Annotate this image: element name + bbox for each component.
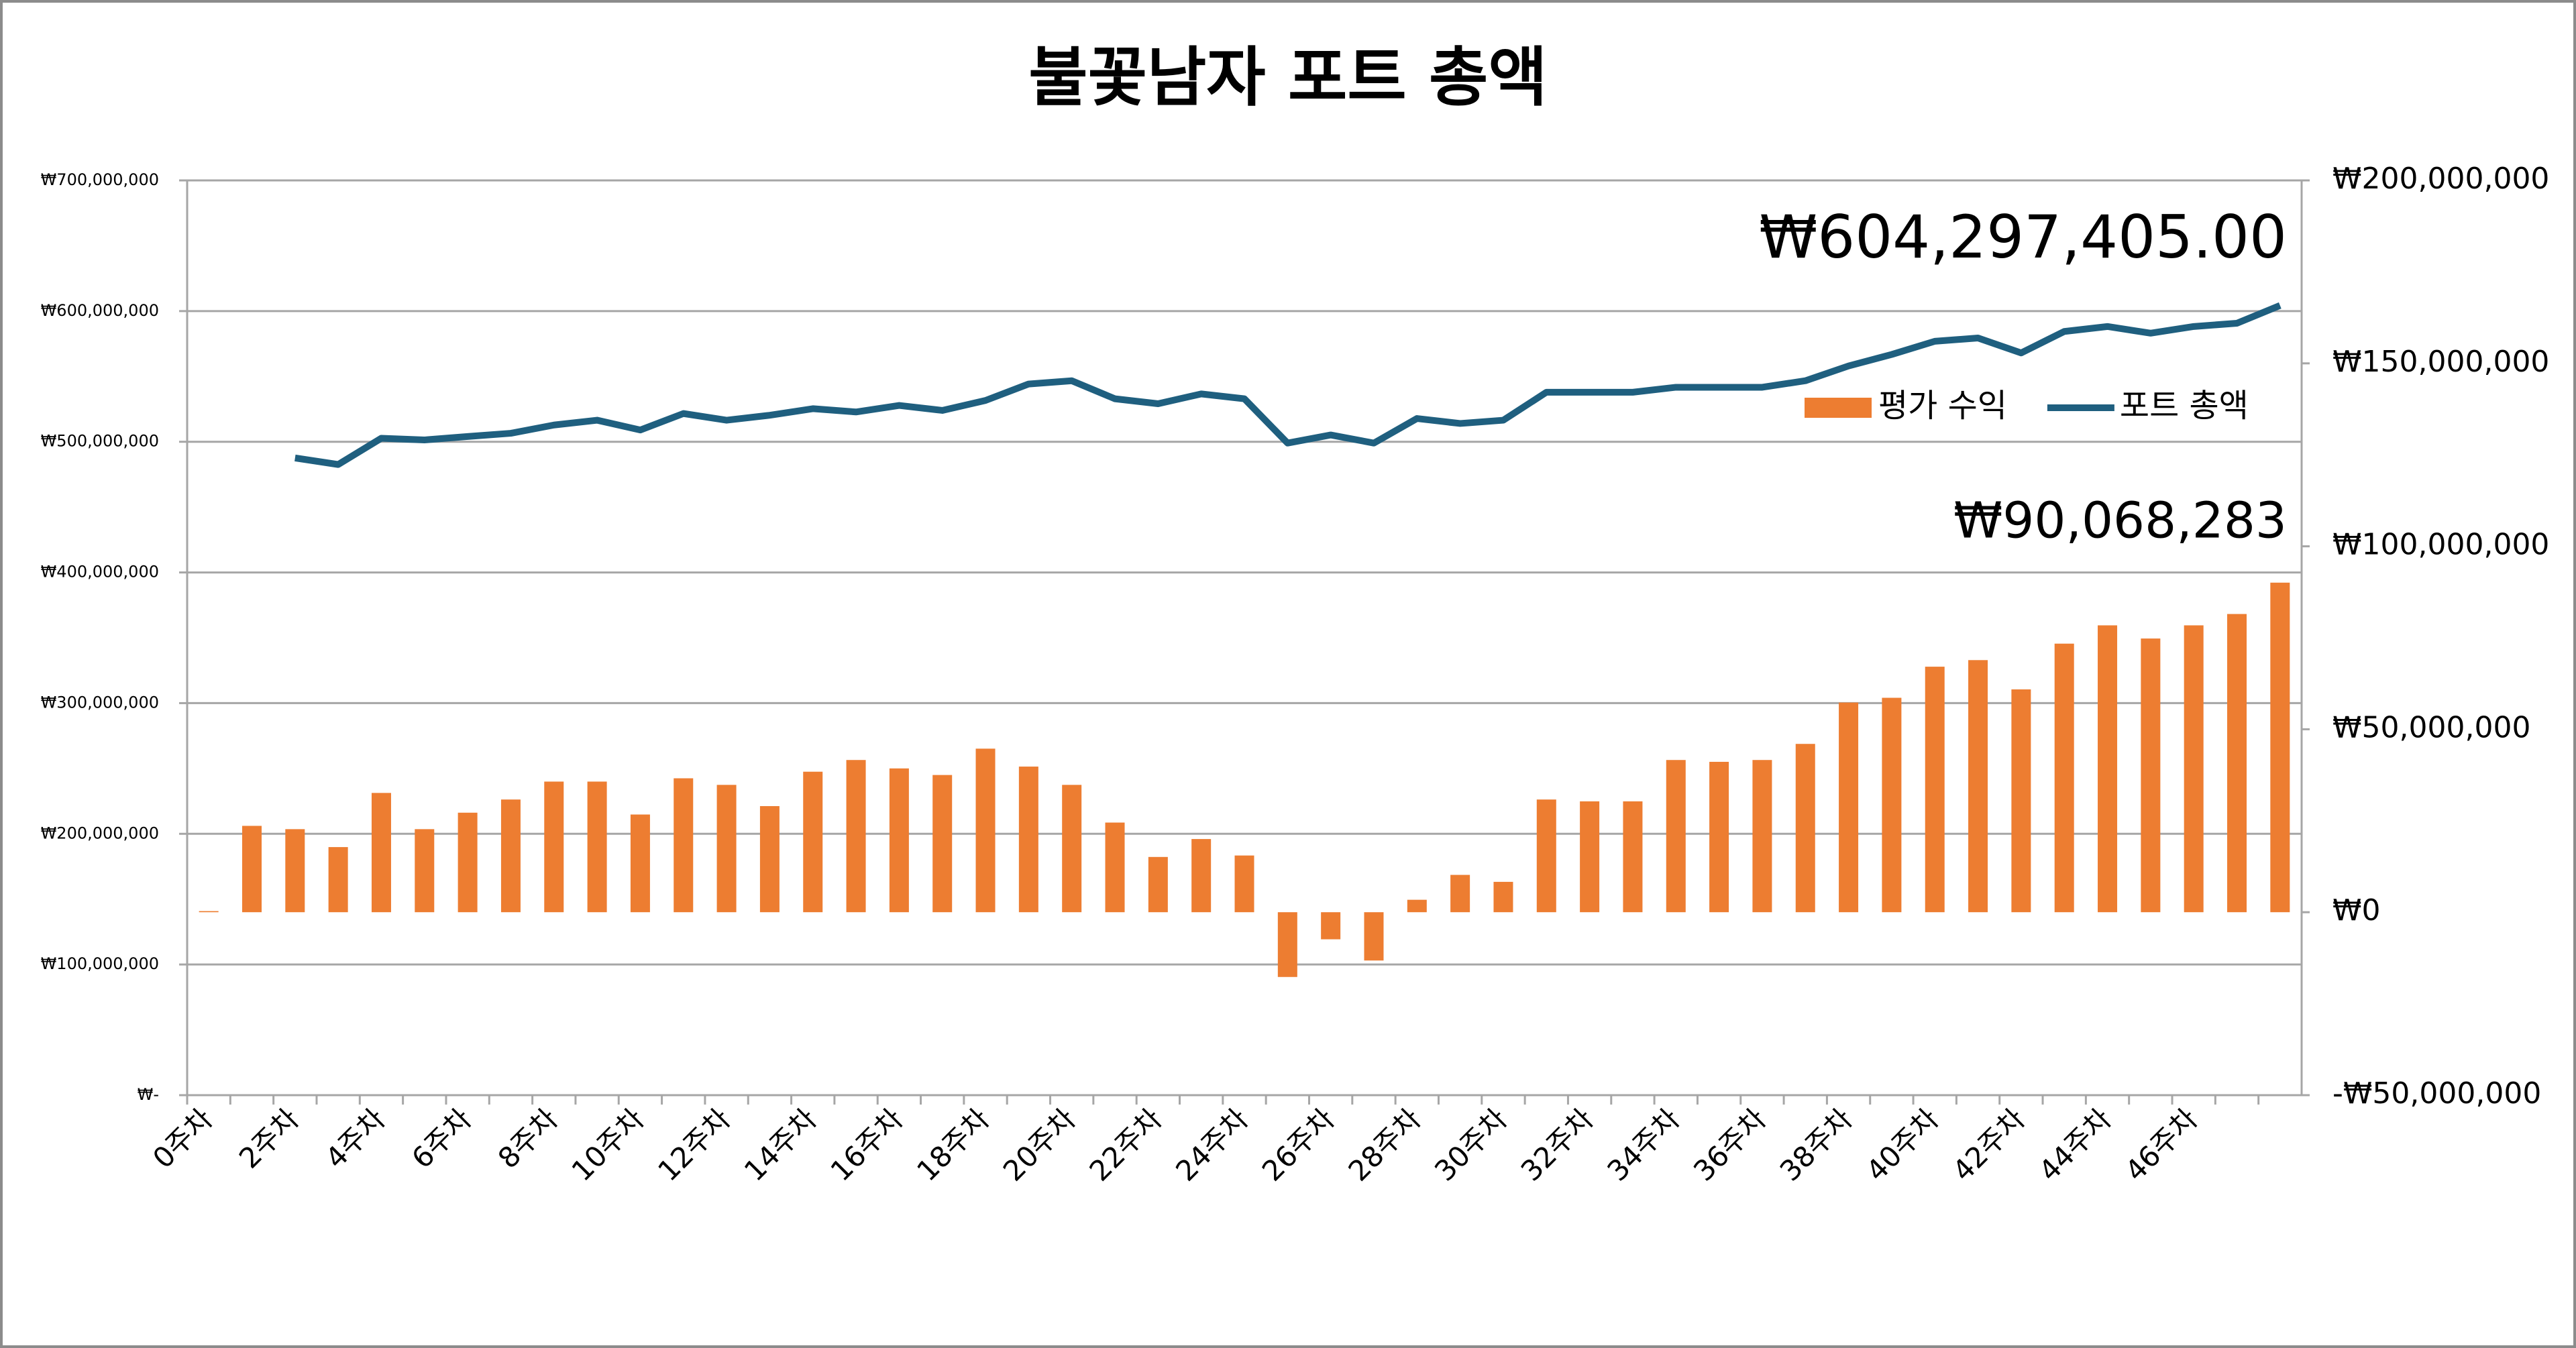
y-tick-label: ₩600,000,000 <box>41 301 159 320</box>
legend-label: 포트 총액 <box>2120 387 2249 425</box>
bar <box>1580 801 1600 913</box>
bar <box>1277 912 1297 977</box>
bar <box>1925 667 1945 913</box>
bar <box>1968 660 1988 913</box>
y2-tick-label: ₩0 <box>2332 893 2381 928</box>
bar <box>458 812 478 913</box>
bar <box>932 775 953 913</box>
bar <box>1364 912 1384 961</box>
bar <box>2054 643 2074 913</box>
bar <box>630 814 650 913</box>
bar <box>1709 761 1729 913</box>
bar <box>846 760 866 913</box>
bar <box>2011 689 2031 913</box>
bar <box>199 911 219 913</box>
bar <box>1407 899 1427 913</box>
y-tick-label: ₩200,000,000 <box>41 824 159 842</box>
bar <box>716 785 737 913</box>
y-tick-label: ₩300,000,000 <box>41 693 159 712</box>
y2-tick-label: ₩200,000,000 <box>2332 162 2549 196</box>
bar <box>1234 855 1254 913</box>
data-label: ₩90,068,283 <box>1953 492 2287 550</box>
y-tick-label: ₩700,000,000 <box>41 170 159 189</box>
bar <box>1493 881 1513 913</box>
y-tick-label: ₩400,000,000 <box>41 563 159 581</box>
bar <box>1105 822 1125 913</box>
bar <box>1882 697 1902 913</box>
legend-label: 평가 수익 <box>1878 387 2007 425</box>
bar <box>500 799 521 913</box>
bar <box>328 847 348 913</box>
y2-tick-label: ₩50,000,000 <box>2332 710 2530 744</box>
y2-tick-label: ₩150,000,000 <box>2332 345 2549 379</box>
y-tick-label: ₩100,000,000 <box>41 954 159 973</box>
bar <box>1321 912 1341 940</box>
bar <box>2184 625 2204 913</box>
y2-tick-label: -₩50,000,000 <box>2332 1076 2541 1111</box>
y-tick-label: ₩- <box>138 1085 159 1104</box>
bar <box>1191 839 1212 913</box>
bar <box>1623 801 1643 913</box>
line <box>294 302 2282 468</box>
bar <box>1450 875 1470 913</box>
bar <box>587 781 607 913</box>
bar <box>2098 625 2118 913</box>
data-label: ₩604,297,405.00 <box>1759 203 2287 272</box>
bar <box>241 826 262 913</box>
bar <box>2141 638 2161 913</box>
bar <box>759 805 780 913</box>
bar <box>889 768 909 913</box>
bar <box>1018 767 1038 913</box>
bar <box>544 781 564 913</box>
bar <box>1148 856 1168 913</box>
chart-title: 불꽃남자 포트 총액 <box>1028 40 1547 115</box>
bar <box>371 793 391 913</box>
bar <box>415 829 435 913</box>
y2-tick-label: ₩100,000,000 <box>2332 528 2549 562</box>
bar <box>1666 760 1686 913</box>
legend-swatch <box>1805 398 1872 418</box>
bar <box>1839 702 1859 913</box>
bar <box>1536 799 1556 913</box>
bar <box>2227 614 2247 913</box>
bar <box>1752 760 1772 913</box>
bar <box>2270 582 2290 913</box>
bar <box>1795 744 1815 913</box>
bar <box>285 829 305 913</box>
bar <box>803 771 823 913</box>
bar <box>975 748 996 913</box>
y-tick-label: ₩500,000,000 <box>41 432 159 451</box>
bar <box>674 778 694 913</box>
bar <box>1062 785 1082 913</box>
